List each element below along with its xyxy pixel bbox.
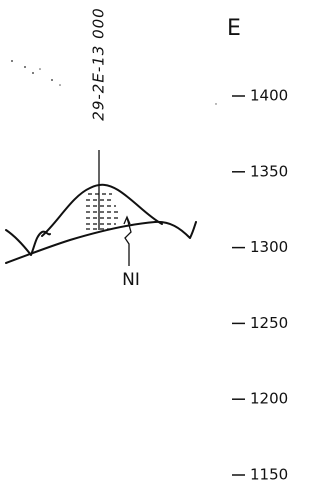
tick-label: 1400	[250, 87, 288, 105]
diagram: E 29-2E-13 000 NI 1400 1350 1300 1250 1200 11…	[0, 0, 301, 497]
tick-label: 1300	[250, 238, 288, 256]
tick-label: 1200	[250, 390, 288, 408]
elevation-axis: 1400 1350 1300 1250 1200 1150	[232, 87, 288, 484]
tick-label: 1150	[250, 466, 288, 484]
tick-label: 1350	[250, 162, 288, 180]
tick-label: 1250	[250, 314, 288, 332]
title: E	[227, 16, 241, 41]
formation-label: NI	[122, 270, 140, 290]
hatching	[86, 194, 118, 229]
mound-outline	[42, 185, 162, 236]
scatter-specks	[11, 60, 217, 105]
section-label: 29-2E-13 000	[90, 7, 108, 120]
